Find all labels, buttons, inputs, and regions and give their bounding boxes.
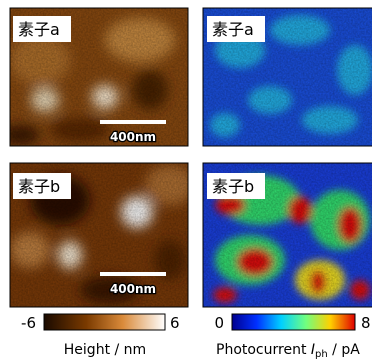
colorbar-max: 8 [361, 314, 371, 332]
panel-label: 素子b [18, 177, 60, 196]
figure: 素子a 素子a 素子b 素子b 400nm 400nm -6 6 Height … [0, 0, 372, 359]
colorbar-label: Photocurrent Iph / pA [216, 342, 360, 359]
scale-bar-label: 400nm [110, 282, 156, 296]
panel-label: 素子a [212, 20, 254, 39]
colorbar [44, 314, 165, 330]
colorbar-max: 6 [170, 314, 180, 332]
colorbar-min: 0 [214, 314, 224, 332]
panel-label: 素子b [212, 177, 254, 196]
label-text: Photocurrent [216, 342, 311, 358]
scale-bar-label: 400nm [110, 130, 156, 144]
colorbar-min: -6 [21, 314, 36, 332]
label-unit: / pA [328, 342, 361, 358]
panel-label: 素子a [18, 20, 60, 39]
colorbar-label: Height / nm [64, 342, 146, 358]
label-subscript: ph [315, 349, 328, 359]
colorbar [232, 314, 355, 330]
